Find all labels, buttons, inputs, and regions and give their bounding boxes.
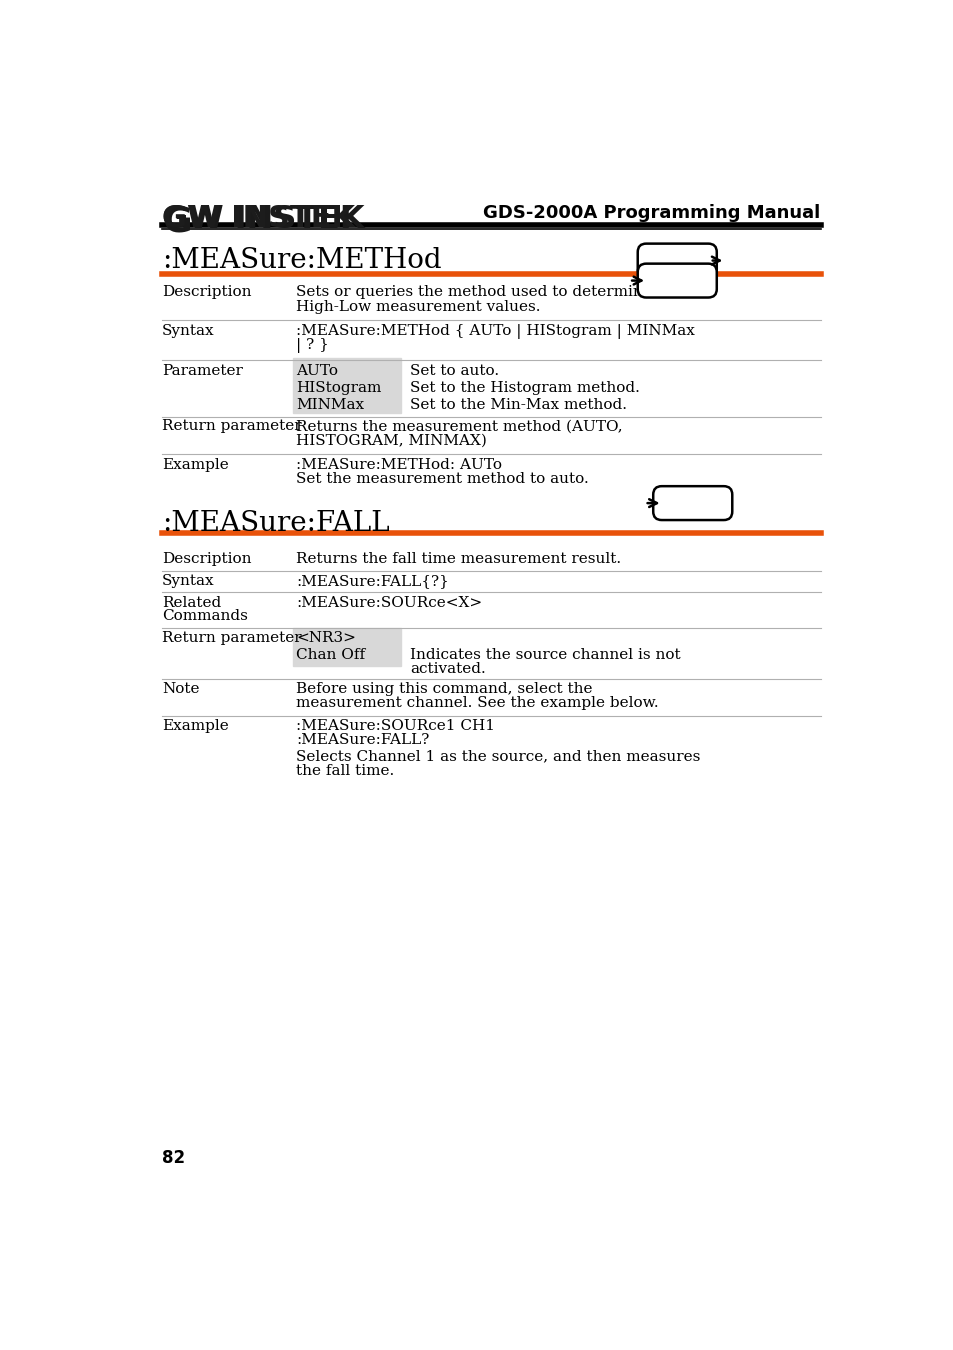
- Text: GW INSTEK: GW INSTEK: [162, 204, 364, 235]
- Text: G: G: [162, 204, 192, 239]
- Text: :MEASure:SOURce1 CH1: :MEASure:SOURce1 CH1: [295, 718, 495, 733]
- Text: Example: Example: [162, 458, 229, 471]
- Text: Return parameter: Return parameter: [162, 420, 301, 433]
- Text: Description: Description: [162, 285, 251, 300]
- Text: activated.: activated.: [410, 662, 485, 676]
- Text: Set the measurement method to auto.: Set the measurement method to auto.: [295, 472, 588, 486]
- Text: the fall time.: the fall time.: [295, 764, 394, 778]
- FancyBboxPatch shape: [653, 486, 732, 520]
- Text: <NR3>: <NR3>: [295, 630, 355, 645]
- Text: :MEASure:METHod { AUTo | HIStogram | MINMax: :MEASure:METHod { AUTo | HIStogram | MIN…: [295, 324, 694, 339]
- Text: High-Low measurement values.: High-Low measurement values.: [295, 300, 540, 313]
- Text: Sets or queries the method used to determine the: Sets or queries the method used to deter…: [295, 285, 680, 300]
- FancyBboxPatch shape: [637, 263, 716, 297]
- Text: Syntax: Syntax: [162, 574, 214, 589]
- Text: HISTOGRAM, MINMAX): HISTOGRAM, MINMAX): [295, 433, 486, 448]
- FancyBboxPatch shape: [637, 243, 716, 278]
- Text: Returns the measurement method (AUTO,: Returns the measurement method (AUTO,: [295, 420, 622, 433]
- Text: Indicates the source channel is not: Indicates the source channel is not: [410, 648, 679, 662]
- Text: Example: Example: [162, 718, 229, 733]
- Bar: [293, 358, 401, 413]
- Text: :MEASure:SOURce<X>: :MEASure:SOURce<X>: [295, 595, 481, 609]
- Text: AUTo: AUTo: [295, 363, 337, 378]
- Text: Syntax: Syntax: [162, 324, 214, 338]
- Text: GDS-2000A Programming Manual: GDS-2000A Programming Manual: [483, 204, 820, 223]
- Text: HIStogram: HIStogram: [295, 381, 381, 394]
- Text: Return parameter: Return parameter: [162, 630, 301, 645]
- Text: Set to the Histogram method.: Set to the Histogram method.: [410, 381, 639, 394]
- Text: :MEASure:FALL?: :MEASure:FALL?: [295, 733, 429, 748]
- Text: GW INSTEK: GW INSTEK: [162, 204, 355, 234]
- Text: Selects Channel 1 as the source, and then measures: Selects Channel 1 as the source, and the…: [295, 749, 700, 764]
- Text: Chan Off: Chan Off: [295, 648, 365, 662]
- Text: Note: Note: [162, 682, 199, 695]
- Text: Commands: Commands: [162, 609, 248, 624]
- Text: :MEASure:FALL: :MEASure:FALL: [162, 510, 389, 537]
- Text: MINMax: MINMax: [295, 398, 364, 412]
- Text: :MEASure:FALL{?}: :MEASure:FALL{?}: [295, 574, 448, 589]
- Text: Description: Description: [162, 552, 251, 567]
- Text: Before using this command, select the: Before using this command, select the: [295, 682, 592, 695]
- Text: Set to the Min-Max method.: Set to the Min-Max method.: [410, 398, 626, 412]
- Text: :MEASure:METHod: :MEASure:METHod: [162, 247, 441, 274]
- Bar: [293, 628, 401, 667]
- Text: 82: 82: [162, 1149, 185, 1166]
- Text: Related: Related: [162, 595, 221, 609]
- Text: measurement channel. See the example below.: measurement channel. See the example bel…: [295, 697, 658, 710]
- Text: Returns the fall time measurement result.: Returns the fall time measurement result…: [295, 552, 620, 567]
- Text: | ? }: | ? }: [295, 339, 329, 354]
- Text: Parameter: Parameter: [162, 363, 242, 378]
- Text: Set to auto.: Set to auto.: [410, 363, 498, 378]
- Text: :MEASure:METHod: AUTo: :MEASure:METHod: AUTo: [295, 458, 501, 471]
